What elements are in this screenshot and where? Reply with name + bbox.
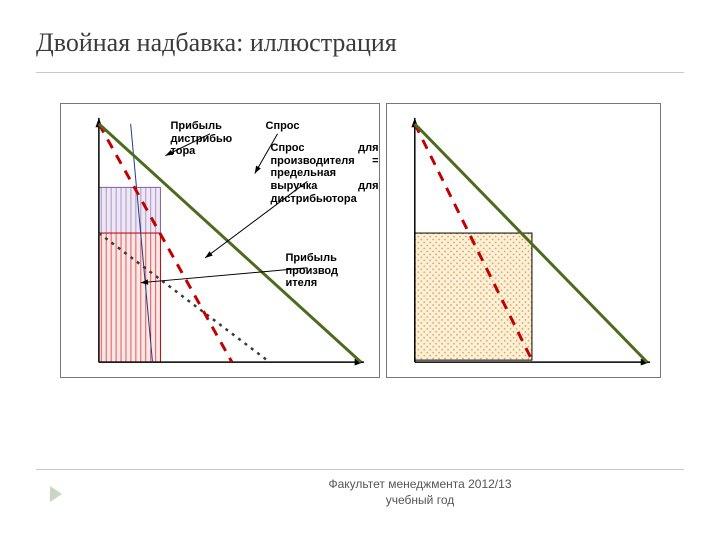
footer-line-2: учебный год <box>386 493 454 507</box>
label-demand-for-producer: Спрос для производителя = предельная выр… <box>271 142 379 205</box>
slide-title: Двойная надбавка: иллюстрация <box>36 28 684 68</box>
footer-divider <box>36 469 684 470</box>
left-panel: Прибыль дистрибью тора Спрос Спрос для п… <box>60 103 380 378</box>
footer-text: Факультет менеджмента 2012/13 учебный го… <box>290 476 550 508</box>
diagram-panels: Прибыль дистрибью тора Спрос Спрос для п… <box>36 103 684 378</box>
label-profit-distributor: Прибыль дистрибью тора <box>171 120 251 158</box>
label-demand: Спрос <box>266 120 326 133</box>
label-profit-producer: Прибыль производ ителя <box>286 252 366 290</box>
right-diagram <box>387 104 660 377</box>
right-panel <box>386 103 661 378</box>
footer-line-1: Факультет менеджмента 2012/13 <box>329 477 512 491</box>
slide-footer: Факультет менеджмента 2012/13 учебный го… <box>0 469 720 508</box>
title-divider <box>36 72 684 73</box>
footer-marker-icon <box>50 486 62 502</box>
